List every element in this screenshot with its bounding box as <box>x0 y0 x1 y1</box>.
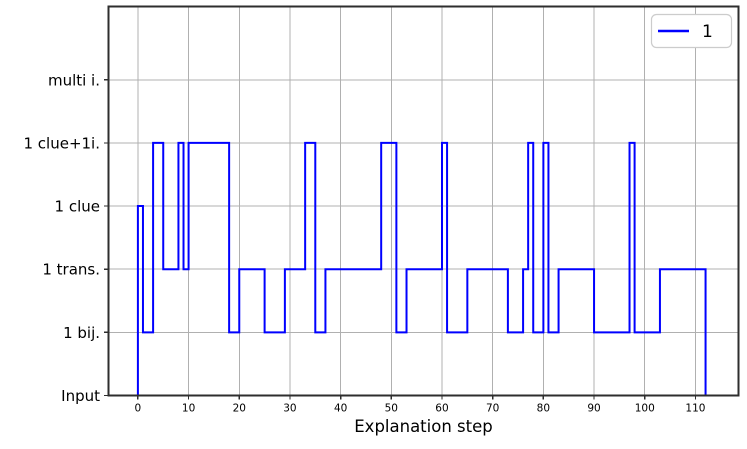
x-tick-label: 100 <box>635 403 655 415</box>
y-tick-label: Input <box>61 387 100 405</box>
x-tick-label: 90 <box>587 403 600 415</box>
x-tick-label: 20 <box>233 403 246 415</box>
legend-label: 1 <box>702 22 713 42</box>
legend: 1 <box>650 13 733 49</box>
plot-area: 0 10 20 30 40 50 60 70 80 90 100 110 Input 1 bij. 1 tr… <box>23 5 740 415</box>
x-tick-label: 30 <box>283 403 296 415</box>
x-tick-label: 110 <box>685 403 705 415</box>
x-tick-label: 80 <box>537 403 550 415</box>
x-tick-label: 0 <box>135 403 142 415</box>
x-tick-label: 50 <box>385 403 398 415</box>
x-tick-label: 10 <box>182 403 195 415</box>
x-axis-label: Explanation step <box>354 417 492 436</box>
series-line-1 <box>136 141 711 397</box>
y-tick-label: multi i. <box>48 71 100 89</box>
x-tick-label: 60 <box>435 403 448 415</box>
x-tick-label: 70 <box>486 403 499 415</box>
y-tick-label: 1 trans. <box>42 261 100 279</box>
y-tick-label: 1 clue <box>55 198 100 216</box>
x-tick-label: 40 <box>334 403 347 415</box>
y-tick-label: 1 clue+1i. <box>23 134 100 152</box>
legend-frame <box>650 13 733 49</box>
y-tick-label: 1 bij. <box>63 324 100 342</box>
plot-border <box>107 5 740 397</box>
